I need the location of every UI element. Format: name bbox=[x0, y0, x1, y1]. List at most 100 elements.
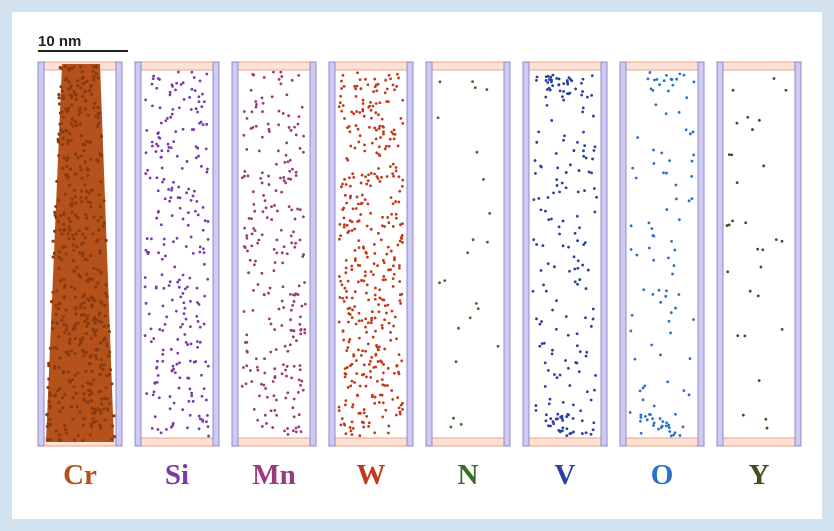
atom bbox=[552, 74, 555, 77]
atom bbox=[299, 384, 302, 387]
atom bbox=[283, 429, 286, 432]
atom bbox=[76, 79, 79, 82]
atom bbox=[250, 127, 253, 130]
atom bbox=[104, 338, 107, 341]
atom bbox=[363, 143, 366, 146]
atom bbox=[89, 189, 92, 192]
atom bbox=[58, 302, 61, 305]
atom bbox=[157, 251, 160, 254]
atom bbox=[290, 241, 293, 244]
atom bbox=[178, 279, 181, 282]
atom bbox=[773, 77, 776, 80]
atom bbox=[196, 111, 199, 114]
atom bbox=[393, 372, 396, 375]
atom bbox=[94, 409, 97, 412]
atom bbox=[537, 197, 540, 200]
atom bbox=[73, 189, 76, 192]
atom bbox=[206, 278, 209, 281]
atom bbox=[165, 316, 168, 319]
atom bbox=[354, 290, 357, 293]
atom bbox=[162, 305, 165, 308]
atom bbox=[92, 106, 95, 109]
atom bbox=[766, 427, 769, 430]
atom bbox=[253, 263, 256, 266]
atom bbox=[277, 150, 280, 153]
atom bbox=[302, 135, 305, 138]
atom bbox=[649, 71, 652, 74]
atom bbox=[272, 380, 275, 383]
atom bbox=[103, 304, 106, 307]
atom bbox=[93, 102, 96, 105]
atom bbox=[757, 294, 760, 297]
atom bbox=[646, 418, 649, 421]
atom bbox=[652, 162, 655, 165]
atom bbox=[72, 259, 75, 262]
atom bbox=[553, 373, 556, 376]
atom bbox=[100, 216, 103, 219]
atom bbox=[550, 119, 553, 122]
atom bbox=[175, 310, 178, 313]
atom bbox=[363, 115, 366, 118]
atom bbox=[144, 276, 147, 279]
atom bbox=[49, 394, 52, 397]
atom bbox=[97, 122, 100, 125]
atom bbox=[343, 287, 346, 290]
atom bbox=[359, 264, 362, 267]
atom bbox=[775, 238, 778, 241]
atom bbox=[535, 317, 538, 320]
atom bbox=[343, 300, 346, 303]
atom bbox=[82, 149, 85, 152]
atom bbox=[62, 370, 65, 373]
atom bbox=[288, 126, 291, 129]
atom bbox=[243, 310, 246, 313]
atom bbox=[70, 84, 73, 87]
atom bbox=[298, 379, 301, 382]
atom bbox=[665, 290, 668, 293]
atom bbox=[295, 430, 298, 433]
atom bbox=[372, 90, 375, 93]
atom bbox=[562, 82, 565, 85]
atom bbox=[282, 176, 285, 179]
atom bbox=[576, 344, 579, 347]
atom bbox=[279, 177, 282, 180]
atom bbox=[581, 90, 584, 93]
atom bbox=[174, 371, 177, 374]
atom bbox=[96, 407, 99, 410]
box-right-edge bbox=[504, 62, 510, 446]
box-right-edge bbox=[310, 62, 316, 446]
atom bbox=[667, 90, 670, 93]
atom bbox=[61, 143, 64, 146]
atom bbox=[357, 280, 360, 283]
atom bbox=[339, 280, 342, 283]
atom bbox=[82, 301, 85, 304]
atom bbox=[691, 160, 694, 163]
atom bbox=[72, 66, 75, 69]
atom bbox=[356, 394, 359, 397]
atom bbox=[173, 265, 176, 268]
atom bbox=[151, 427, 154, 430]
atom bbox=[381, 383, 384, 386]
atom bbox=[97, 112, 100, 115]
atom bbox=[244, 246, 247, 249]
atom bbox=[282, 363, 285, 366]
atom bbox=[559, 374, 562, 377]
atom bbox=[113, 435, 116, 438]
atom bbox=[300, 328, 303, 331]
atom bbox=[67, 87, 70, 90]
atom bbox=[561, 417, 564, 420]
atom bbox=[630, 248, 633, 251]
atom bbox=[356, 85, 359, 88]
atom bbox=[80, 200, 83, 203]
atom bbox=[356, 71, 359, 74]
atom bbox=[155, 366, 158, 369]
atom bbox=[281, 251, 284, 254]
atom bbox=[665, 112, 668, 115]
atom bbox=[293, 365, 296, 368]
atom bbox=[151, 145, 154, 148]
atom bbox=[658, 289, 661, 292]
atom bbox=[367, 179, 370, 182]
atom bbox=[286, 365, 289, 368]
atom bbox=[252, 289, 255, 292]
atom bbox=[341, 417, 344, 420]
box-top bbox=[329, 62, 413, 70]
